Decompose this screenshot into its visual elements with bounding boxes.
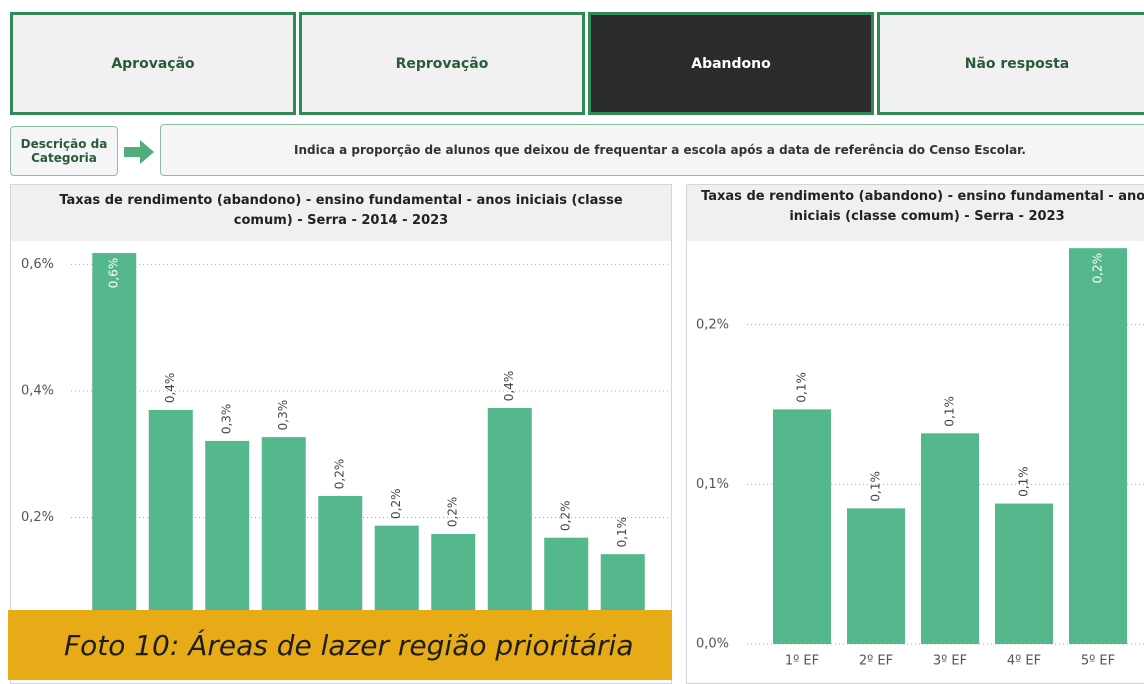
chart-title: Taxas de rendimento (abandono) - ensino … xyxy=(687,185,1144,241)
tab[interactable]: Abandono xyxy=(588,12,874,115)
x-tick-label: 2º EF xyxy=(859,654,893,669)
bar xyxy=(847,508,905,644)
data-label: 0,2% xyxy=(1091,253,1105,284)
bar xyxy=(1069,248,1127,644)
chart-title: Taxas de rendimento (abandono) - ensino … xyxy=(11,185,671,241)
data-label: 0,3% xyxy=(220,404,234,435)
x-tick-label: 3º EF xyxy=(933,654,967,669)
data-label: 0,2% xyxy=(446,497,460,527)
data-label: 0,4% xyxy=(163,373,177,404)
tab[interactable]: Reprovação xyxy=(299,12,585,115)
caption: Foto 10: Áreas de lazer região prioritár… xyxy=(8,610,672,680)
x-tick-label: 5º EF xyxy=(1081,654,1115,669)
bar xyxy=(261,437,306,644)
y-tick-label: 0,6% xyxy=(21,257,54,272)
description-label: Descrição da Categoria xyxy=(10,126,118,176)
x-tick-label: 4º EF xyxy=(1007,654,1041,669)
bar xyxy=(995,503,1053,644)
y-tick-label: 0,2% xyxy=(696,317,729,332)
chart-panel: Taxas de rendimento (abandono) - ensino … xyxy=(10,184,672,684)
bar xyxy=(487,408,532,644)
chart: 0,0% 0,1% 0,2% 1º EF 0,1% 2º EF 0,1% 3º EF 0,1% 4… xyxy=(696,248,1144,669)
bar xyxy=(148,409,193,644)
y-tick-label: 0,4% xyxy=(21,383,54,398)
y-tick-label: 0,1% xyxy=(696,477,729,492)
data-label: 0,1% xyxy=(615,517,629,548)
x-tick-label: 1º EF xyxy=(785,654,819,669)
tab[interactable]: Não resposta xyxy=(877,12,1144,115)
data-label: 0,4% xyxy=(502,371,516,402)
data-label: 0,2% xyxy=(559,500,573,531)
data-label: 0,2% xyxy=(333,459,347,490)
data-label: 0,1% xyxy=(943,396,957,427)
arrow xyxy=(124,140,154,164)
data-label: 0,1% xyxy=(869,471,883,502)
bar xyxy=(92,253,137,645)
y-tick-label: 0,0% xyxy=(696,637,729,652)
bar xyxy=(773,409,831,644)
data-label: 0,2% xyxy=(389,488,403,518)
y-tick-label: 0,2% xyxy=(21,510,54,525)
tab[interactable]: Aprovação xyxy=(10,12,296,115)
data-label: 0,6% xyxy=(107,258,121,289)
chart-panel: Taxas de rendimento (abandono) - ensino … xyxy=(686,184,1144,684)
bar xyxy=(921,433,979,644)
description-text: Indica a proporção de alunos que deixou … xyxy=(160,124,1144,176)
data-label: 0,3% xyxy=(276,400,290,431)
data-label: 0,1% xyxy=(1017,466,1031,497)
data-label: 0,1% xyxy=(795,372,809,403)
